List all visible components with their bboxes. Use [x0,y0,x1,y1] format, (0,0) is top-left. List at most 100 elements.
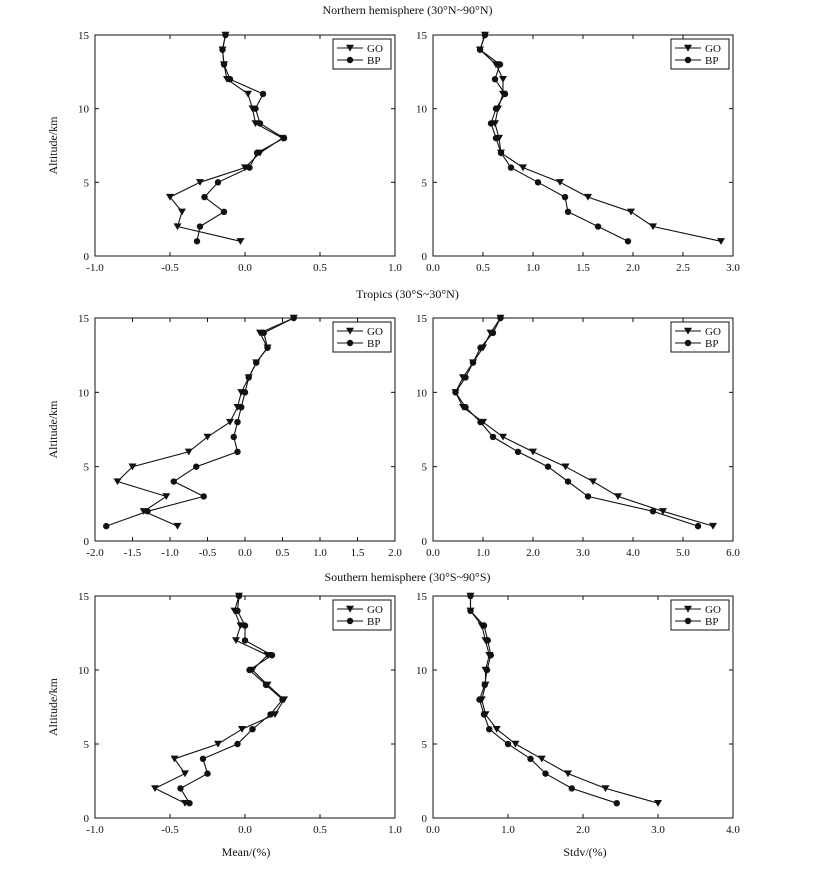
y-tick-label: 10 [78,665,90,677]
data-point-bp [477,344,484,351]
legend-marker [684,56,692,64]
data-point-go [232,637,240,644]
x-tick-label: 1.0 [388,824,402,836]
legend-label: BP [705,616,718,628]
data-point-bp [624,238,632,245]
data-point-bp [649,508,657,515]
data-point-bp [268,652,276,659]
data-point-bp [241,622,249,629]
data-point-bp [487,120,495,127]
data-point-go [589,478,597,486]
data-point-go [166,193,174,201]
y-tick-label: 10 [416,665,428,677]
series-line-go [469,596,659,804]
x-tick-label: 3.0 [651,824,665,836]
y-tick-label: 5 [422,462,428,474]
data-point-bp [501,90,509,98]
data-point-bp [170,478,177,485]
data-point-bp [245,374,252,381]
data-point-bp [584,493,592,500]
data-point-bp [222,31,229,39]
data-point-go [173,522,182,530]
data-point-bp [594,223,602,230]
legend-label: BP [705,55,718,67]
data-point-bp [492,134,500,142]
x-tick-label: 2.0 [388,547,402,559]
data-point-go [238,726,246,733]
data-point-bp [249,726,256,733]
legend-box [332,38,392,70]
panel-5 [94,592,396,819]
data-point-bp [561,193,569,201]
data-point-go [654,800,662,807]
y-tick-label: 15 [416,313,428,325]
x-tick-label: 2.0 [526,547,540,559]
series-line-go [153,595,285,804]
data-point-bp [201,193,208,201]
data-point-go [236,238,245,245]
data-point-bp [241,637,249,644]
data-point-go [113,478,122,486]
data-point-bp [489,433,497,441]
panel-4 [432,314,734,542]
data-point-bp [220,61,228,68]
data-point-go [151,785,159,792]
data-point-bp [193,238,201,245]
x-tick-label: 1.0 [501,824,515,836]
legend-marker [684,44,692,52]
y-tick-label: 5 [422,177,428,189]
series-line-bp [196,34,286,242]
data-point-bp [264,344,271,351]
x-tick-label: 0.5 [313,262,327,274]
data-point-go [659,508,667,515]
legend-marker [346,617,354,625]
data-point-bp [462,374,469,381]
data-point-go [614,493,622,500]
y-tick-label: 5 [84,177,90,189]
legend-box [670,321,730,353]
legend-marker [346,327,354,335]
x-tick-label: -1.0 [86,824,104,836]
data-point-bp [462,404,469,411]
data-point-bp [527,755,534,762]
data-point-bp [196,223,204,230]
series-go [151,592,288,807]
x-tick-label: 4.0 [626,547,640,559]
legend-label: GO [705,43,721,55]
y-tick-label: 10 [78,387,90,399]
data-point-bp [214,179,222,186]
y-tick-label: 0 [422,251,428,263]
x-tick-label: 0.5 [276,547,290,559]
y-tick-label: 5 [422,739,428,751]
legend-label: GO [705,604,721,616]
data-point-go [203,433,212,441]
data-point-bp [193,463,200,470]
x-tick-label: 2.0 [576,824,590,836]
x-tick-label: 6.0 [726,547,740,559]
legend-marker [684,617,692,625]
legend-marker [346,339,354,347]
data-point-bp [481,31,489,39]
panel-6 [432,592,734,819]
data-point-bp [204,770,211,777]
y-axis-label: Altitude/km [46,677,60,736]
legend-label: BP [367,616,380,628]
series-line-bp [179,595,284,804]
row-title-north: Northern hemisphere (30°N~90°N) [322,3,493,17]
data-point-bp [103,522,110,530]
y-tick-label: 15 [416,591,428,603]
x-tick-label: -1.0 [161,547,179,559]
y-tick-label: 0 [422,536,428,548]
data-point-go [499,76,507,83]
data-point-bp [262,681,270,688]
data-point-bp [219,46,226,53]
data-point-bp [497,314,504,322]
data-point-bp [487,652,494,659]
data-point-bp [694,522,702,530]
series-bp [467,592,620,807]
x-tick-label: 1.0 [526,262,540,274]
data-point-bp [492,105,500,112]
data-point-bp [507,164,515,171]
data-point-go [537,755,546,763]
data-point-bp [235,592,243,600]
